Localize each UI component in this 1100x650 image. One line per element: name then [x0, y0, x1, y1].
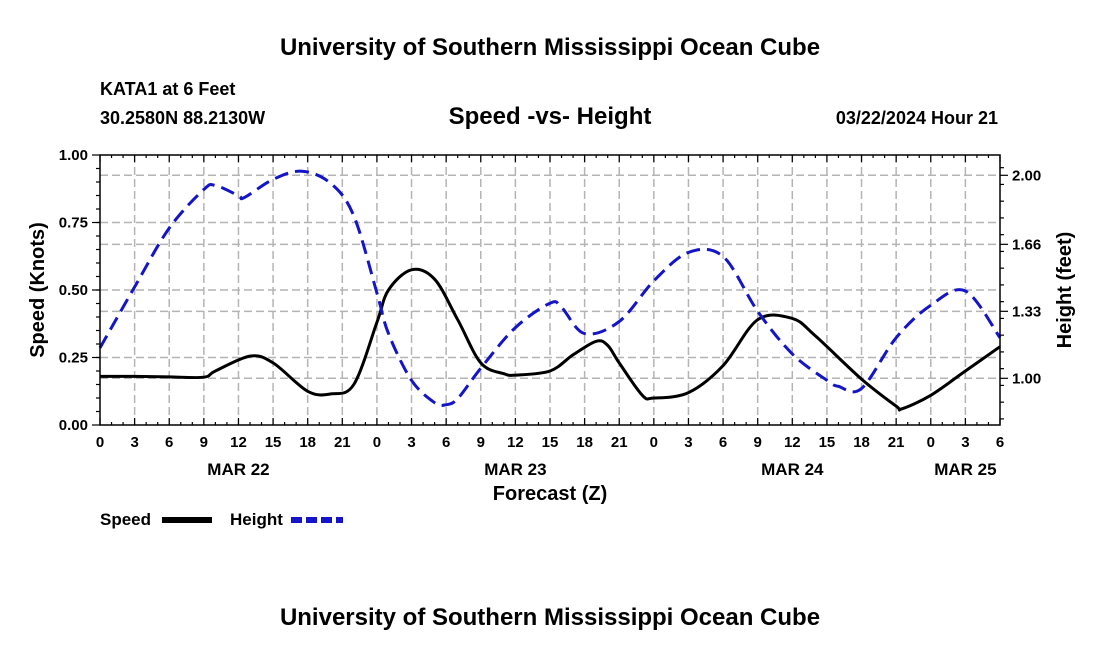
date-label: MAR 25: [934, 460, 996, 479]
chart-title: Speed -vs- Height: [449, 103, 652, 130]
x-tick-label: 18: [853, 434, 870, 451]
x-tick-label: 6: [165, 434, 173, 451]
right-axis-ticks: 1.00 1.33 1.66 2.00: [1000, 167, 1041, 420]
x-tick-label: 3: [684, 434, 692, 451]
x-tick-label: 0: [927, 434, 935, 451]
x-tick-label: 0: [373, 434, 381, 451]
timestamp-label: 03/22/2024 Hour 21: [836, 108, 998, 128]
grid: [100, 155, 1000, 425]
x-tick-label: 3: [130, 434, 138, 451]
station-label: KATA1 at 6 Feet: [100, 79, 235, 99]
y-right-tick-label: 1.66: [1012, 236, 1041, 253]
x-tick-label: 0: [96, 434, 104, 451]
legend-height-label: Height: [230, 510, 283, 529]
y-right-tick-label: 2.00: [1012, 167, 1041, 184]
date-label: MAR 22: [207, 460, 269, 479]
x-tick-label: 18: [299, 434, 316, 451]
date-labels: MAR 22 MAR 23 MAR 24 MAR 25: [207, 460, 996, 479]
height-series-line: [98, 169, 1002, 407]
x-tick-label: 9: [477, 434, 485, 451]
y-left-tick-label: 0.00: [59, 417, 88, 434]
coordinates-label: 30.2580N 88.2130W: [100, 108, 265, 128]
y-left-tick-label: 0.50: [59, 282, 88, 299]
speed-series-line: [99, 267, 1001, 412]
footer-title: University of Southern Mississippi Ocean…: [280, 604, 820, 631]
x-tick-label: 6: [996, 434, 1004, 451]
series: [98, 169, 1002, 412]
y-right-tick-label: 1.33: [1012, 303, 1041, 320]
x-tick-label: 21: [888, 434, 905, 451]
y-right-tick-label: 1.00: [1012, 370, 1041, 387]
y-left-tick-label: 1.00: [59, 147, 88, 164]
x-tick-label: 15: [542, 434, 559, 451]
y-axis-left-title: Speed (Knots): [27, 222, 49, 358]
x-tick-label: 12: [230, 434, 247, 451]
x-tick-label: 6: [442, 434, 450, 451]
x-tick-label: 21: [611, 434, 628, 451]
axes: [99, 154, 1001, 426]
left-axis-ticks: 0.00 0.25 0.50 0.75 1.00: [59, 147, 100, 434]
x-tick-label: 9: [200, 434, 208, 451]
page-title: University of Southern Mississippi Ocean…: [280, 34, 820, 61]
date-label: MAR 23: [484, 460, 546, 479]
x-tick-label: 18: [576, 434, 593, 451]
x-tick-label: 15: [265, 434, 282, 451]
x-tick-label: 3: [961, 434, 969, 451]
y-axis-right-title: Height (feet): [1054, 232, 1076, 349]
date-label: MAR 24: [761, 460, 824, 479]
y-left-tick-label: 0.75: [59, 215, 88, 232]
y-left-tick-label: 0.25: [59, 350, 88, 367]
x-tick-label: 12: [784, 434, 801, 451]
x-tick-label: 6: [719, 434, 727, 451]
legend-speed-label: Speed: [100, 510, 151, 529]
plot-frame: [99, 154, 1001, 426]
x-tick-label: 21: [334, 434, 351, 451]
x-tick-label: 15: [819, 434, 836, 451]
x-tick-label: 0: [650, 434, 658, 451]
x-tick-label: 12: [507, 434, 524, 451]
x-axis-title: Forecast (Z): [493, 483, 607, 505]
x-tick-label: 3: [407, 434, 415, 451]
legend: Speed Height: [100, 510, 343, 529]
x-tick-label: 9: [754, 434, 762, 451]
